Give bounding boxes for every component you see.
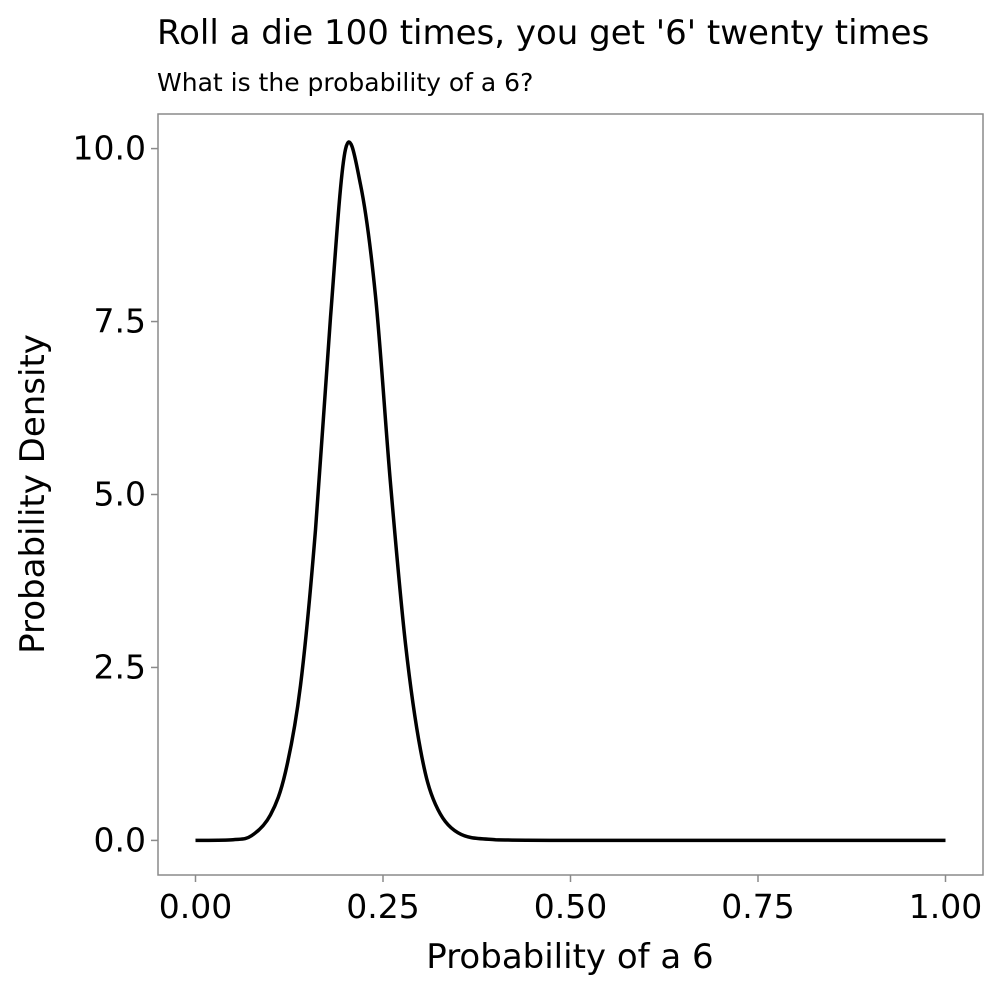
y-tick-label: 5.0 — [94, 475, 146, 514]
chart-subtitle: What is the probability of a 6? — [157, 68, 533, 97]
density-curve — [195, 140, 946, 843]
plot-area — [195, 140, 946, 843]
x-axis: 0.00 0.25 0.50 0.75 1.00 — [159, 875, 982, 926]
y-tick-label: 2.5 — [94, 647, 146, 686]
x-axis-label: Probability of a 6 — [426, 937, 713, 977]
x-tick-label: 0.25 — [346, 887, 419, 926]
y-tick-label: 7.5 — [94, 302, 146, 341]
y-axis-label: Probability Density — [13, 334, 53, 654]
x-tick-label: 1.00 — [909, 887, 982, 926]
y-tick-label: 10.0 — [73, 129, 146, 168]
x-tick-label: 0.00 — [159, 887, 232, 926]
x-tick-label: 0.50 — [534, 887, 607, 926]
y-tick-label: 0.0 — [94, 820, 146, 859]
x-tick-label: 0.75 — [721, 887, 794, 926]
y-axis: 0.0 2.5 5.0 7.5 10.0 — [73, 129, 158, 859]
chart-title: Roll a die 100 times, you get '6' twenty… — [157, 13, 929, 53]
plot-panel-border — [157, 113, 984, 876]
